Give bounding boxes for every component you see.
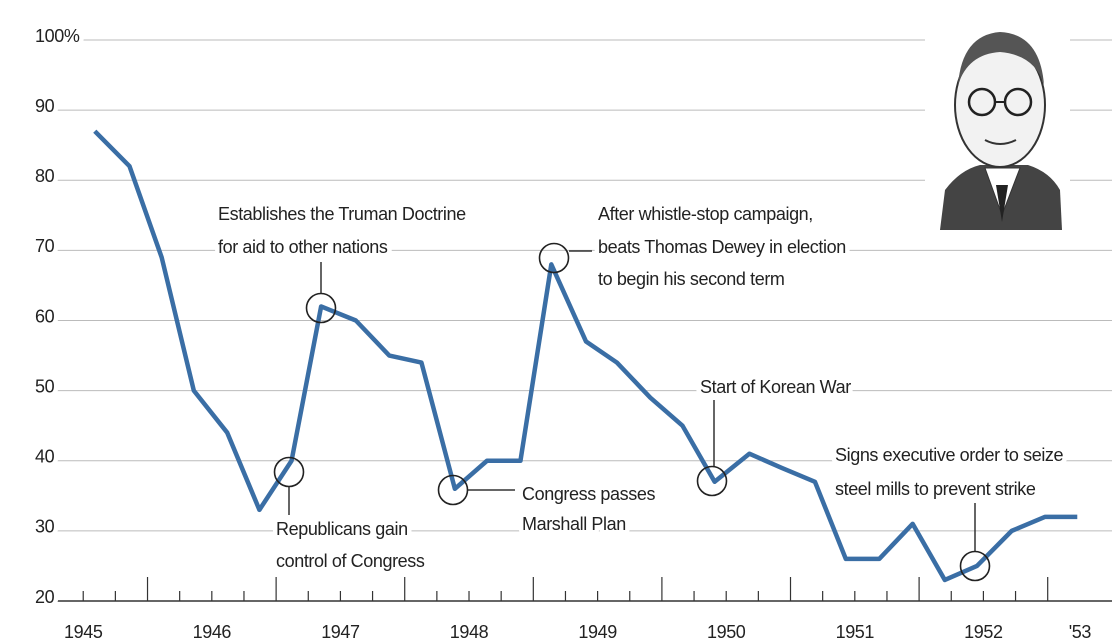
x-tick-label: 1948 <box>450 622 489 642</box>
annotation-text: Establishes the Truman Doctrine <box>218 204 466 224</box>
annotation-circle <box>959 550 991 582</box>
annotation-text: to begin his second term <box>598 269 785 289</box>
annotation-text: After whistle-stop campaign, <box>598 204 813 224</box>
y-tick-label: 40 <box>35 447 55 467</box>
x-tick-label: 1945 <box>64 622 103 642</box>
annotation-text: control of Congress <box>276 551 425 571</box>
annotation-text: for aid to other nations <box>218 237 388 257</box>
annotation-text: steel mills to prevent strike <box>835 479 1036 499</box>
portrait <box>925 15 1070 237</box>
x-tick-label: 1950 <box>707 622 746 642</box>
portrait-mouth <box>984 139 1017 145</box>
annotation-text: beats Thomas Dewey in election <box>598 237 846 257</box>
x-tick-label: 1952 <box>964 622 1003 642</box>
x-tick-label: 1949 <box>578 622 617 642</box>
x-tick-label: 1951 <box>836 622 875 642</box>
annotation-circle <box>273 456 305 488</box>
series-line <box>93 129 1078 583</box>
y-tick-label: 80 <box>35 166 55 186</box>
annotation-text: Start of Korean War <box>700 377 851 397</box>
grid <box>35 39 1112 602</box>
x-tick-label: 1946 <box>193 622 232 642</box>
annotation-circle <box>437 474 469 506</box>
x-tick-label: 1947 <box>321 622 360 642</box>
plot: 100% 90 80 70 60 50 40 30 20 1945 1946 1947 1948 1949… <box>31 21 1092 642</box>
annotation-text: Marshall Plan <box>522 514 626 534</box>
y-tick-label: 30 <box>35 517 55 537</box>
annotation-text: Signs executive order to seize <box>835 445 1064 465</box>
y-tick-label: 70 <box>35 236 55 256</box>
y-tick-label: 60 <box>35 306 55 326</box>
y-tick-label: 100% <box>35 26 80 46</box>
portrait-hair <box>958 32 1044 85</box>
y-tick-label: 50 <box>35 376 55 396</box>
x-tick-label: '53 <box>1069 622 1092 642</box>
annotation-text: Republicans gain <box>276 519 408 539</box>
annotation-circle <box>538 242 570 274</box>
annotation-circle <box>696 465 728 497</box>
portrait-tie <box>996 185 1008 222</box>
annotation-circle <box>305 292 337 324</box>
annotation-text: Congress passes <box>522 484 655 504</box>
y-tick-label: 90 <box>35 96 55 116</box>
y-tick-label: 20 <box>35 587 55 607</box>
